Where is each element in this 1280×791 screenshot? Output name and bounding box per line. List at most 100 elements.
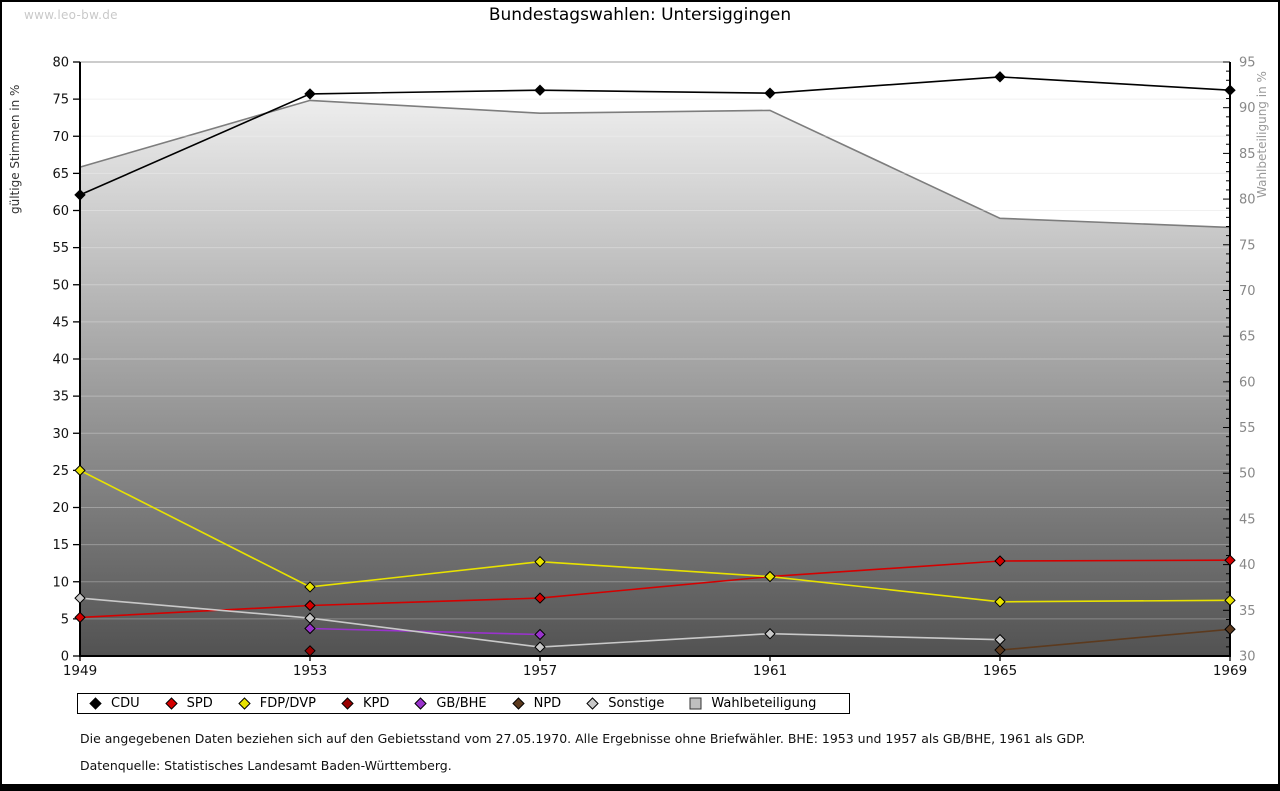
diamond-marker-icon (586, 697, 599, 710)
left-tick-label: 50 (52, 278, 69, 293)
series-kpd (304, 645, 316, 657)
left-tick-label: 40 (52, 353, 69, 368)
left-tick-label: 10 (52, 575, 69, 590)
left-axis-title: gültige Stimmen in % (8, 85, 22, 214)
legend-label-sonstige: Sonstige (608, 696, 665, 711)
right-axis: 30 35 40 45 50 55 60 65 70 75 80 85 90 95Wahlbeteilig… (1223, 56, 1269, 665)
left-tick-label: 60 (52, 204, 69, 219)
series-fdp-dvp (74, 464, 1236, 608)
left-tick-label: 65 (52, 167, 69, 182)
diamond-marker-icon (341, 697, 354, 710)
data-point-sonstige-1965 (994, 633, 1006, 646)
left-tick-label: 20 (52, 501, 69, 516)
data-point-fdp-dvp-1953 (304, 581, 316, 593)
data-point-fdp-dvp-1949 (74, 464, 86, 477)
series-sonstige (74, 592, 1006, 653)
data-point-cdu-1969 (1224, 84, 1236, 96)
right-tick-label: 85 (1239, 147, 1256, 162)
x-tick-label-1969: 1969 (1213, 663, 1247, 679)
diamond-marker-icon (238, 697, 251, 710)
legend-item-fdp-dvp: FDP/DVP (237, 696, 316, 711)
data-point-cdu-1949 (74, 189, 86, 201)
right-tick-label: 50 (1239, 467, 1256, 482)
legend-item-kpd: KPD (340, 696, 389, 711)
watermark: www.leo-bw.de (24, 8, 118, 22)
election-chart: 0 5 10 15 20 25 30 35 40 45 50 55 60 65 70 75 80 gültige … (8, 56, 1269, 680)
data-point-cdu-1965 (994, 71, 1006, 83)
data-point-sonstige-1961 (764, 628, 776, 640)
left-tick-label: 45 (52, 315, 69, 330)
legend-item-gb-bhe: GB/BHE (413, 696, 487, 711)
series-wahlbeteiligung (79, 99, 1231, 656)
legend-label-wahlbeteiligung: Wahlbeteiligung (711, 696, 817, 711)
left-tick-label: 70 (52, 130, 69, 145)
series-cdu (74, 71, 1236, 201)
legend-item-sonstige: Sonstige (585, 696, 664, 711)
left-tick-label: 35 (52, 390, 69, 405)
legend-item-npd: NPD (511, 696, 562, 711)
chart-legend: CDU SPD FDP/DVP KPD GB/BHE NPD Sonstige Wahlbet… (77, 693, 850, 714)
data-point-spd-1969 (1224, 554, 1236, 566)
data-point-cdu-1957 (534, 84, 546, 96)
data-point-cdu-1961 (764, 87, 776, 99)
square-marker-icon (689, 697, 702, 710)
data-point-cdu-1953 (304, 88, 316, 100)
data-point-npd-1969 (1224, 623, 1236, 635)
left-tick-label: 30 (52, 427, 69, 442)
right-tick-label: 40 (1239, 558, 1256, 573)
right-tick-label: 90 (1239, 101, 1256, 116)
x-tick-label-1953: 1953 (293, 663, 327, 679)
right-tick-label: 70 (1239, 284, 1256, 299)
x-tick-label-1957: 1957 (523, 663, 557, 679)
data-point-sonstige-1957 (534, 641, 546, 653)
legend-label-fdp-dvp: FDP/DVP (259, 696, 316, 711)
diamond-marker-icon (164, 697, 178, 710)
series-line-spd (79, 559, 1231, 619)
data-point-sonstige-1953 (304, 612, 316, 624)
data-point-fdp-dvp-1957 (534, 555, 546, 568)
left-tick-label: 75 (52, 93, 69, 108)
right-axis-title: Wahlbeteiligung in % (1255, 71, 1269, 198)
left-tick-label: 15 (52, 538, 69, 553)
data-point-fdp-dvp-1961 (764, 570, 776, 583)
legend-label-npd: NPD (533, 696, 562, 711)
left-tick-label: 25 (52, 464, 69, 479)
right-tick-label: 60 (1239, 375, 1256, 390)
series-line-gb-bhe (309, 627, 541, 636)
series-line-npd (999, 628, 1231, 651)
legend-item-spd: SPD (164, 696, 213, 711)
data-point-spd-1957 (534, 592, 546, 604)
data-point-sonstige-1949 (74, 592, 86, 604)
data-point-spd-1953 (304, 599, 316, 612)
data-point-spd-1965 (994, 555, 1006, 567)
legend-label-kpd: KPD (362, 696, 390, 711)
left-axis: 0 5 10 15 20 25 30 35 40 45 50 55 60 65 70 75 80 gültige … (8, 56, 80, 665)
series-spd (74, 554, 1236, 624)
series-line-cdu (79, 76, 1231, 196)
data-point-fdp-dvp-1965 (994, 596, 1006, 608)
right-tick-label: 75 (1239, 238, 1256, 253)
left-tick-label: 0 (61, 650, 69, 665)
right-tick-label: 30 (1239, 650, 1256, 665)
diamond-marker-icon (89, 697, 102, 710)
x-axis: 1949 1953 1957 1961 1965 1969 (63, 656, 1247, 679)
series-gb-bhe (304, 622, 546, 641)
right-tick-label: 80 (1239, 193, 1256, 208)
data-point-fdp-dvp-1969 (1224, 594, 1236, 607)
data-point-gb-bhe-1953 (304, 622, 316, 635)
data-point-gb-bhe-1957 (534, 628, 546, 641)
left-tick-label: 80 (52, 56, 69, 71)
diamond-marker-icon (511, 697, 525, 710)
diamond-marker-icon (414, 697, 428, 710)
page-title: Bundestagswahlen: Untersiggingen (488, 5, 792, 25)
series-line-fdp-dvp (79, 469, 1231, 603)
data-point-spd-1949 (74, 611, 86, 624)
right-tick-label: 95 (1239, 56, 1256, 71)
series-npd (994, 623, 1236, 656)
right-tick-label: 45 (1239, 512, 1256, 527)
legend-item-wahlbeteiligung: Wahlbeteiligung (688, 696, 816, 711)
legend-label-gb-bhe: GB/BHE (436, 696, 487, 711)
left-tick-label: 55 (52, 241, 69, 256)
area-wahlbeteiligung (80, 100, 1230, 656)
